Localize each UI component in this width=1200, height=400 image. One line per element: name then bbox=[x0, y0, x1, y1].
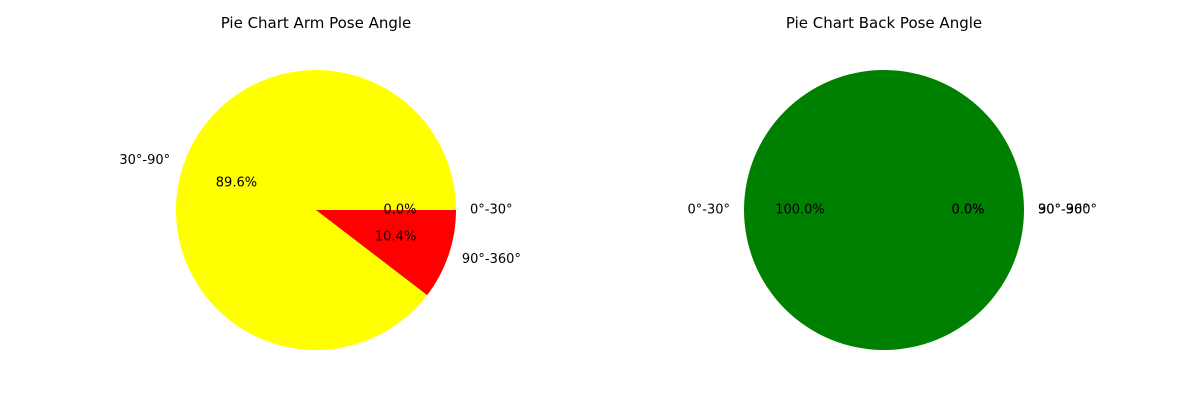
slice-label-30-90: 30°-90° bbox=[119, 153, 170, 168]
slice-label-0-30: 0°-30° bbox=[687, 203, 730, 218]
pie-chart-arm-pose: Pie Chart Arm Pose Angle 0°-30° 0.0% 30°-9… bbox=[119, 14, 521, 351]
slice-label-90-360: 90°-360° bbox=[462, 252, 521, 267]
pie-labels: 0°-30° 0.0% 30°-90° 89.6% 90°-360° 10.4% bbox=[119, 153, 521, 267]
slice-label-90-360: 90°-360° bbox=[1038, 203, 1097, 218]
slice-percent-30-90: 89.6% bbox=[216, 176, 257, 191]
pie-chart-back-pose: Pie Chart Back Pose Angle 0°-30° 100.0% 30… bbox=[687, 14, 1097, 350]
chart-title: Pie Chart Back Pose Angle bbox=[786, 14, 982, 32]
slice-label-0-30: 0°-30° bbox=[470, 203, 513, 218]
pie-slices bbox=[744, 70, 1024, 350]
slice-percent-90-360: 0.0% bbox=[951, 203, 984, 218]
slice-percent-0-30: 0.0% bbox=[383, 203, 416, 218]
pie-slice-30-90 bbox=[176, 70, 456, 351]
pie-slice-0-30 bbox=[744, 70, 1024, 350]
pie-labels: 0°-30° 100.0% 30°-90°0.0% 90°-360°0.0% bbox=[687, 203, 1097, 218]
pie-slices bbox=[176, 70, 456, 351]
slice-percent-30-90: 0.0% bbox=[951, 203, 984, 218]
chart-title: Pie Chart Arm Pose Angle bbox=[221, 14, 412, 32]
pie-slice-90-360 bbox=[316, 210, 456, 296]
slice-percent-0-30: 100.0% bbox=[775, 203, 825, 218]
slice-percent-90-360: 10.4% bbox=[375, 229, 416, 244]
slice-label-30-90: 30°-90° bbox=[1038, 203, 1089, 218]
